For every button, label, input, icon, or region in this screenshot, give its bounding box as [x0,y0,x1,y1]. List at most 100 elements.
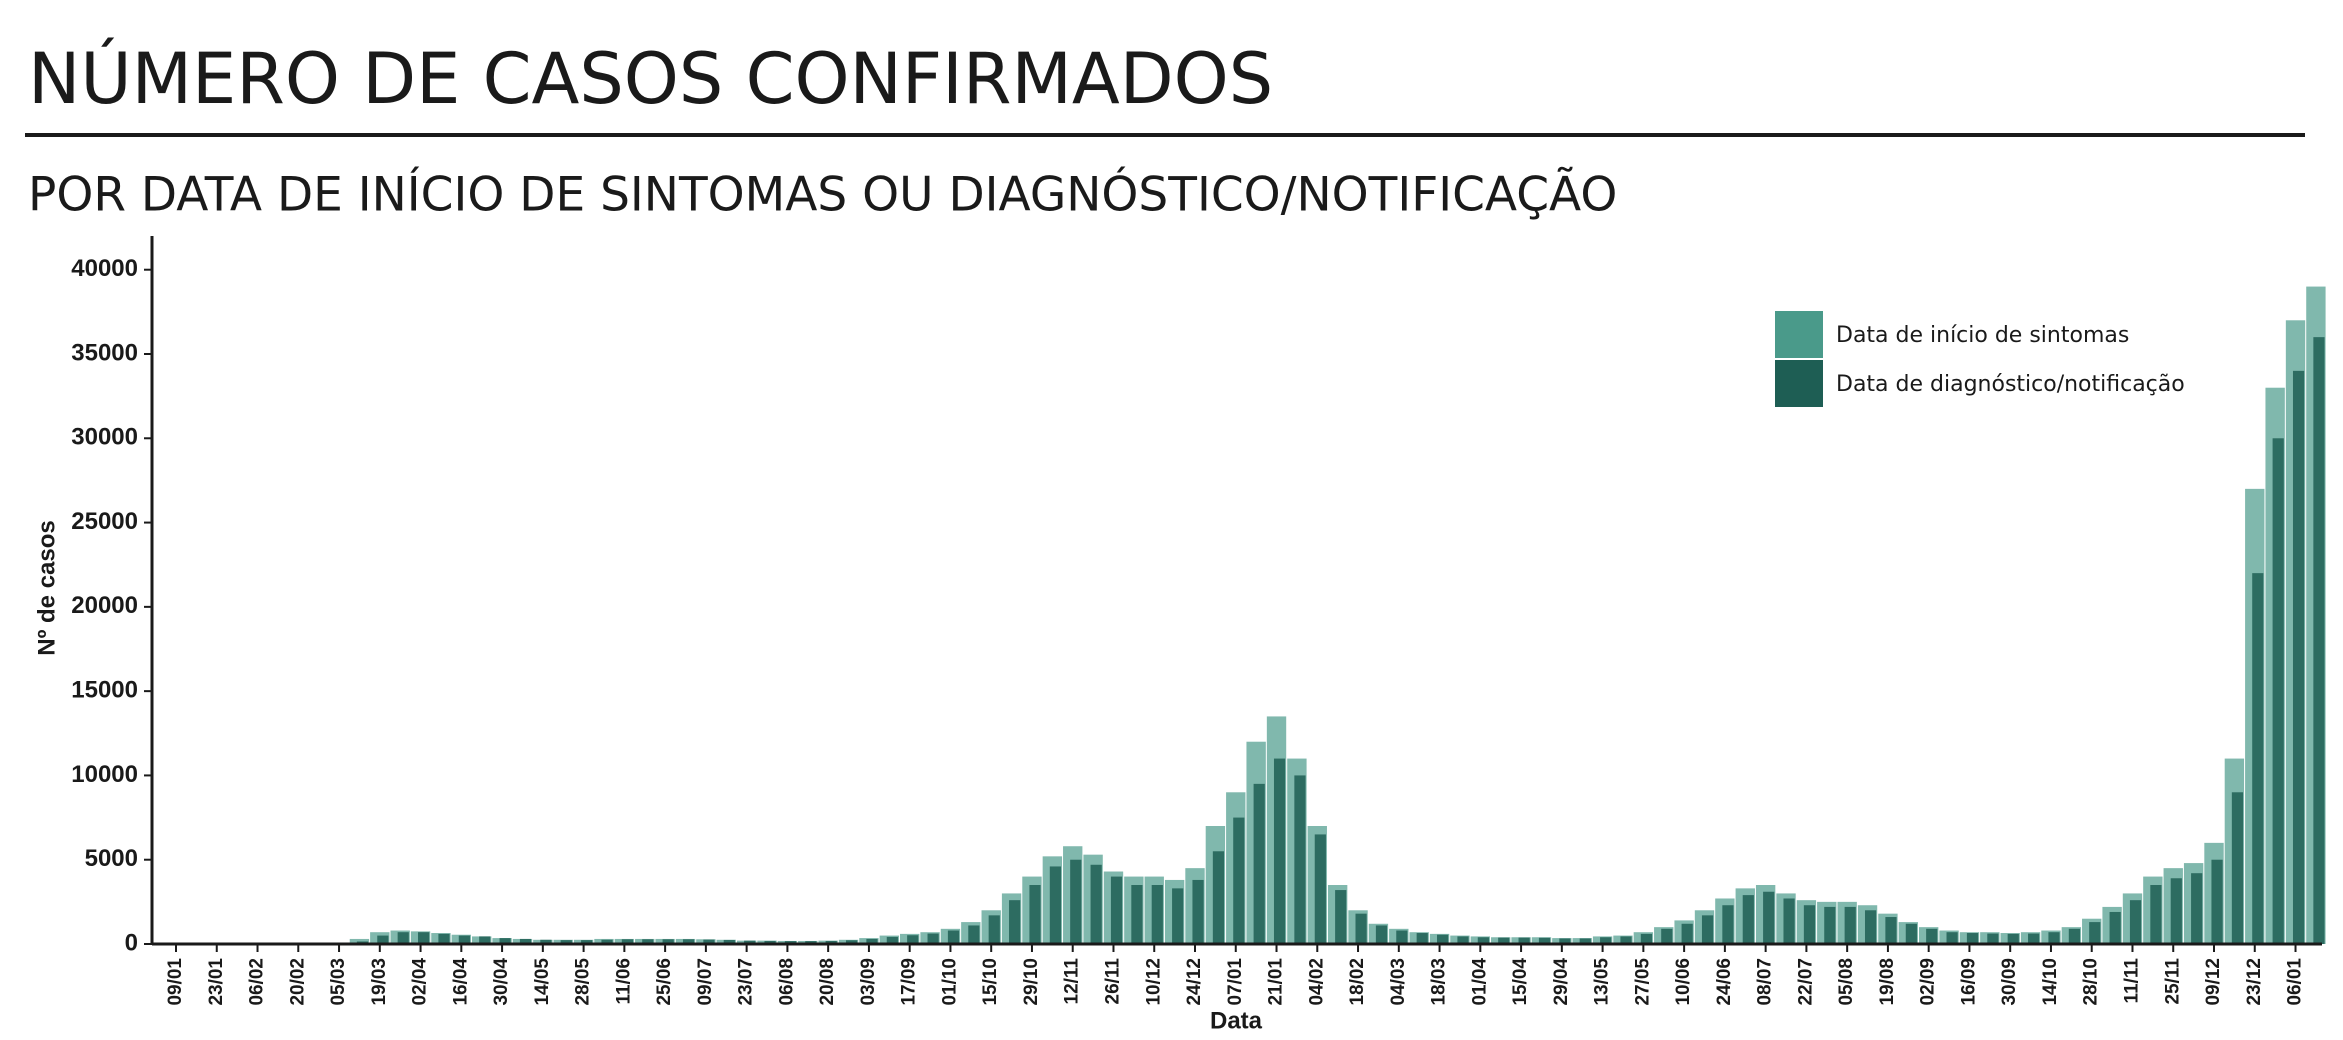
bar [560,940,572,944]
x-tick-label: 13/05 [1592,958,1613,1006]
bar [1090,864,1102,944]
y-tick-label: 20000 [71,592,138,619]
x-tick-label: 03/09 [858,958,879,1006]
bar [438,933,450,944]
x-tick-label: 16/09 [1958,958,1979,1006]
x-tick-label: 01/10 [939,958,960,1006]
bar [1294,775,1306,944]
x-tick-label: 08/07 [1755,958,1776,1006]
bar [2313,337,2325,945]
x-tick-label: 11/06 [613,958,634,1005]
bar [1701,915,1714,944]
bar [1457,936,1469,944]
bar [1029,885,1041,944]
x-tick-label: 04/02 [1306,958,1327,1006]
x-tick-label: 18/02 [1347,958,1368,1006]
bar [1192,879,1204,944]
bar [621,939,634,944]
bar [2068,928,2081,944]
x-tick-label: 01/04 [1469,958,1490,1006]
bar [1824,906,1836,944]
bar [2109,911,2121,944]
bar [397,932,409,944]
x-tick-label: 06/08 [776,958,797,1006]
bar [1905,923,1917,944]
x-tick-label: 19/08 [1877,958,1898,1006]
bar [1049,866,1062,944]
legend-label: Data de diagnóstico/notificação [1836,372,2185,397]
bar [1375,925,1388,944]
x-tick-label: 23/07 [736,958,757,1006]
x-tick-label: 27/05 [1632,958,1653,1006]
x-tick-label: 05/03 [328,958,349,1006]
y-tick-label: 10000 [71,761,138,788]
x-tick-label: 07/01 [1225,958,1246,1006]
bar [479,936,491,944]
y-tick-label: 25000 [71,508,138,535]
bar [1396,930,1408,944]
x-tick-label: 28/10 [2081,958,2102,1006]
bar [1009,900,1021,944]
bar [499,938,511,944]
y-tick-label: 0 [125,929,138,956]
bar [2292,370,2305,944]
bar [1314,834,1326,944]
bar [2170,878,2182,944]
bar [418,932,430,944]
y-tick-label: 5000 [85,845,138,872]
bar [1355,913,1367,944]
x-tick-label: 21/01 [1266,958,1287,1006]
x-tick-label: 09/12 [2203,958,2224,1006]
bar [1661,928,1673,944]
bar [1966,933,1979,944]
bar [601,939,613,944]
x-tick-label: 15/10 [980,958,1001,1006]
y-axis-title: Nº de casos [33,520,60,656]
x-tick-label: 24/06 [1714,958,1735,1006]
bar [1233,817,1245,944]
x-tick-label: 23/01 [206,958,227,1006]
bar [2007,933,2019,944]
x-tick-label: 14/10 [2040,958,2061,1006]
x-tick-label: 10/12 [1143,958,1164,1006]
x-tick-label: 20/02 [287,958,308,1006]
x-tick-label: 29/04 [1551,958,1572,1006]
bar [1110,876,1123,944]
x-tick-label: 28/05 [573,958,594,1006]
bar [581,940,593,944]
x-tick-label: 19/03 [369,958,390,1006]
bar [845,940,858,944]
bar [1844,906,1856,944]
x-tick-label: 10/06 [1673,958,1694,1006]
bar [2089,922,2101,944]
bar [1620,936,1632,944]
bar [1763,891,1775,944]
bar [886,936,898,944]
bar [1783,898,1795,944]
x-tick-label: 06/02 [247,958,268,1006]
x-tick-label: 20/08 [817,958,838,1006]
bar [825,940,837,944]
x-tick-label: 15/04 [1510,958,1531,1006]
bar [2272,438,2284,944]
x-tick-label: 18/03 [1429,958,1450,1006]
bar [2252,573,2264,944]
x-tick-label: 24/12 [1184,958,1205,1006]
bar [1987,933,1999,944]
bar [1803,905,1816,944]
x-tick-label: 16/04 [450,958,471,1006]
bar [540,939,552,944]
bar [1131,885,1143,944]
bar [2129,900,2142,944]
x-tick-label: 22/07 [1795,958,1816,1006]
bar [2048,932,2060,944]
bar [1681,923,1693,944]
bar [744,940,756,944]
y-tick-label: 40000 [71,255,138,282]
bar [907,935,919,944]
bar [1070,859,1082,944]
x-tick-label: 25/11 [2162,958,2183,1005]
bar [2150,885,2162,944]
x-tick-label: 09/07 [695,958,716,1006]
bar [2028,933,2040,944]
